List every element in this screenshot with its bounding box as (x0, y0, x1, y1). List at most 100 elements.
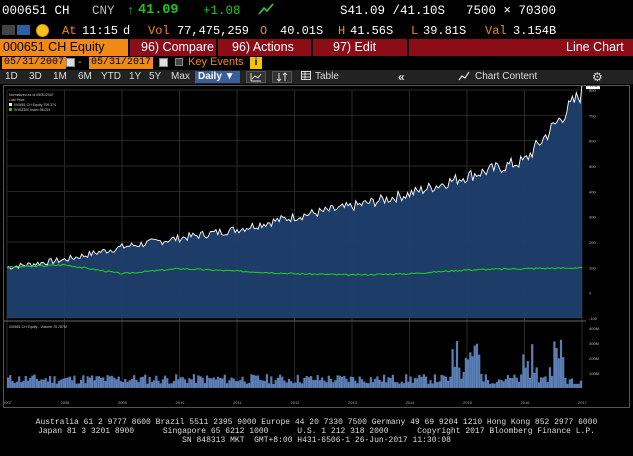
contacts-line-3: SN 848313 MKT GMT+8:00 H431-6506-1 26-Ju… (182, 436, 451, 445)
volume-bar (55, 383, 58, 388)
table-button[interactable]: Table (315, 71, 339, 82)
volume-bar (455, 341, 459, 388)
volume-bar (520, 374, 523, 388)
contacts-line-2: Japan 81 3 3201 8900 Singapore 65 6212 1… (38, 427, 595, 436)
volume-bar (575, 383, 578, 388)
volume-bar (387, 377, 390, 388)
range-max[interactable]: Max (171, 71, 190, 82)
volume-bar (122, 382, 125, 388)
y-tick-label: 200 (589, 240, 596, 245)
volume-bar (475, 343, 478, 388)
range-1m[interactable]: 1M (53, 71, 67, 82)
volume-bar (340, 377, 344, 388)
volume-bar (515, 377, 518, 388)
footer-area (0, 408, 633, 456)
volume-bar (502, 381, 505, 388)
start-date-field[interactable]: 05/31/2007 (2, 57, 67, 69)
volume-bar (108, 376, 111, 388)
security-field[interactable]: 000651 CH Equity (0, 39, 128, 56)
volume-tick-label: 200M (589, 356, 599, 361)
volume-bar (347, 381, 350, 388)
volume-bar (137, 382, 140, 388)
volume-bar (555, 348, 558, 388)
volume-bar (506, 375, 509, 388)
range-5y[interactable]: 5Y (149, 71, 162, 82)
volume-bar (113, 377, 116, 388)
volume-bar (62, 378, 65, 388)
collapse-icon[interactable]: « (398, 70, 405, 84)
volume-bar (484, 374, 487, 388)
volume-bar (93, 380, 96, 388)
x-tick-label: 2016 (521, 400, 531, 405)
volume-bar (354, 380, 357, 388)
chart-content-icon[interactable] (455, 71, 473, 83)
volume-bar (22, 380, 25, 388)
volume-bar (482, 381, 485, 388)
sort-icon[interactable] (272, 71, 292, 83)
y-tick-label: 800 (589, 88, 596, 93)
volume-bar (407, 381, 410, 388)
volume-bar (68, 376, 72, 388)
ticker: 000651 CH (2, 4, 70, 18)
volume-bar (447, 380, 450, 388)
volume-bar (51, 382, 54, 388)
table-icon[interactable] (298, 71, 314, 83)
range-3d[interactable]: 3D (29, 71, 42, 82)
volume-bar (473, 345, 476, 388)
volume-bar (219, 378, 222, 388)
frequency-select[interactable]: Daily ▼ (195, 71, 240, 83)
volume-bar (210, 378, 213, 388)
volume-bar (20, 382, 23, 388)
volume-bar (99, 378, 103, 388)
volume-bar (374, 378, 377, 388)
compare-button[interactable]: 96) Compare (141, 40, 214, 54)
price-chart[interactable]: 800 700 600 500 400 300 200 100 0 -100 400M 300M 200… (3, 85, 630, 408)
volume-bar (168, 383, 171, 388)
pin-icon[interactable] (258, 3, 274, 19)
divider (407, 39, 409, 56)
y-tick-label: 0 (589, 291, 592, 296)
info-icon[interactable]: i (250, 57, 262, 69)
chart-content-button[interactable]: Chart Content (475, 71, 538, 82)
volume-bar (535, 367, 538, 388)
volume-bar (402, 383, 406, 388)
alert-icon[interactable] (36, 24, 49, 37)
volume-bar (493, 383, 496, 388)
volume-bar (298, 382, 302, 388)
gear-icon[interactable]: ⚙ (592, 70, 603, 84)
volume-bar (241, 376, 244, 388)
key-events-checkbox[interactable] (175, 58, 183, 66)
volume-bar (256, 375, 260, 388)
volume-bar (248, 383, 251, 388)
range-1d[interactable]: 1D (5, 71, 18, 82)
actions-button[interactable]: 96) Actions (232, 40, 294, 54)
volume-bar (471, 356, 474, 388)
volume-bar (46, 381, 49, 388)
volume-bar (183, 379, 187, 388)
edit-button[interactable]: 97) Edit (333, 40, 377, 54)
volume-bar (367, 383, 370, 388)
x-tick-label: 2011 (233, 400, 242, 405)
range-ytd[interactable]: YTD (101, 71, 121, 82)
volume-bar (451, 349, 454, 388)
range-6m[interactable]: 6M (78, 71, 92, 82)
end-date-field[interactable]: 05/31/2017 (89, 57, 154, 69)
volume-bar (305, 376, 308, 388)
calendar-icon[interactable] (159, 58, 168, 67)
calendar-icon[interactable] (66, 58, 75, 67)
volume-bar (64, 378, 67, 388)
volume-bar (292, 383, 295, 388)
y-tick-label: 300 (589, 215, 596, 220)
volume-bar (564, 377, 567, 388)
volume-bar (285, 382, 288, 388)
range-1y[interactable]: 1Y (129, 71, 142, 82)
volume-bar (7, 377, 10, 388)
key-events-label: Key Events (188, 56, 244, 68)
volume: 77,475,259 (177, 24, 250, 38)
volume-bar (188, 378, 191, 388)
date-range-row: 05/31/2007 - 05/31/2017 Key Events i (0, 56, 633, 70)
volume-bar (343, 375, 346, 388)
line-chart-icon[interactable] (246, 71, 266, 83)
low-label: L (411, 24, 419, 38)
quote-line: 000651 CH CNY ↑ 41.09 +1.08 S41.09 /41.1… (0, 0, 633, 22)
